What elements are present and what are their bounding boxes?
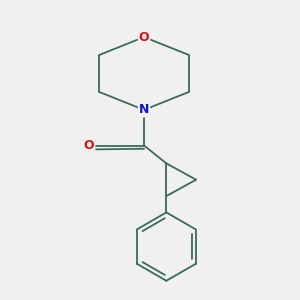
Text: O: O <box>84 139 94 152</box>
Text: O: O <box>139 31 149 44</box>
Text: N: N <box>139 103 149 116</box>
